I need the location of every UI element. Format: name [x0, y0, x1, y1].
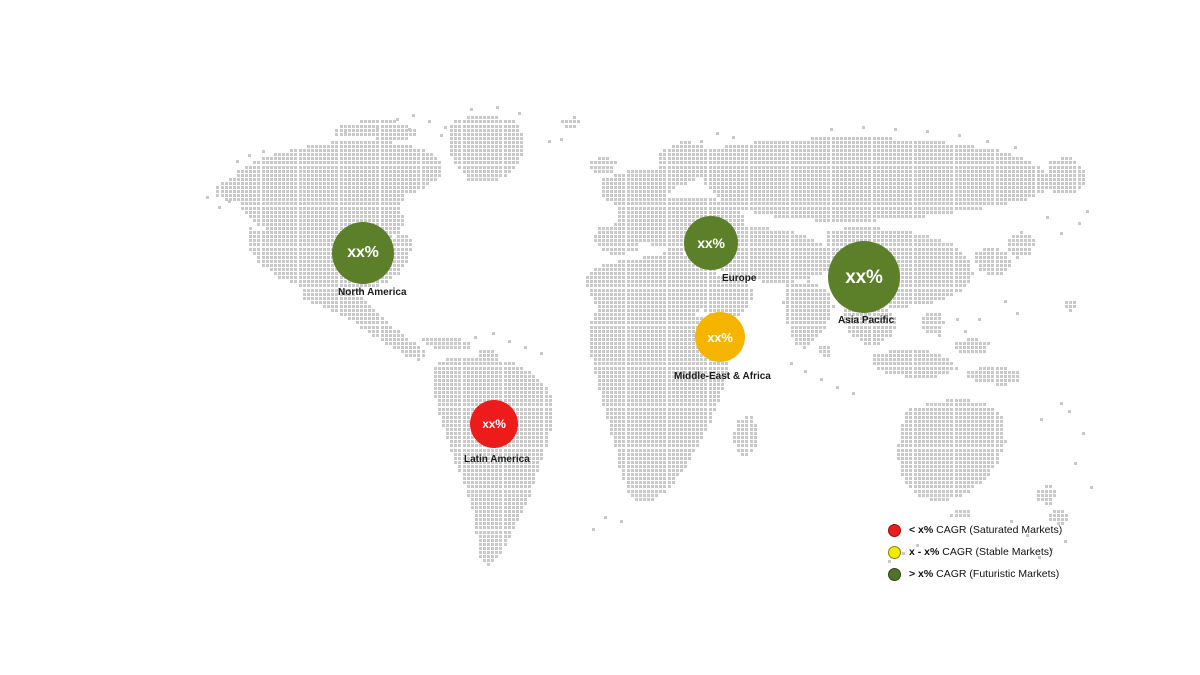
legend-stable-description: CAGR (Stable Markets): [939, 545, 1053, 558]
region-label-north-america: North America: [338, 287, 407, 298]
region-label-asia-pacific: Asia Pacific: [838, 315, 895, 326]
legend: < x% CAGR (Saturated Markets) x - x% CAGR…: [888, 519, 1118, 585]
legend-futuristic-threshold: > x%: [909, 567, 934, 580]
region-value-asia-pacific: xx%: [845, 266, 883, 288]
legend-stable[interactable]: x - x% CAGR (Stable Markets): [888, 541, 1118, 563]
region-label-europe: Europe: [722, 273, 757, 284]
region-bubble-europe[interactable]: xx%: [684, 216, 738, 270]
legend-saturated-description: CAGR (Saturated Markets): [933, 523, 1063, 536]
region-bubble-middle-east-africa[interactable]: xx%: [695, 312, 745, 362]
region-value-latin-america: xx%: [482, 417, 506, 431]
legend-futuristic-label: > x% CAGR (Futuristic Markets): [909, 569, 1059, 580]
region-value-europe: xx%: [697, 235, 725, 251]
region-value-north-america: xx%: [347, 244, 379, 261]
region-bubble-asia-pacific[interactable]: xx%: [828, 241, 900, 313]
legend-futuristic-dot-icon: [888, 567, 901, 581]
legend-futuristic[interactable]: > x% CAGR (Futuristic Markets): [888, 563, 1118, 585]
legend-stable-dot-icon: [888, 545, 901, 559]
legend-saturated-dot-icon: [888, 523, 901, 537]
region-label-latin-america: Latin America: [464, 454, 530, 465]
legend-stable-label: x - x% CAGR (Stable Markets): [909, 547, 1053, 558]
region-bubble-north-america[interactable]: xx%: [332, 222, 394, 284]
legend-saturated-label: < x% CAGR (Saturated Markets): [909, 525, 1062, 536]
legend-stable-threshold: x - x%: [909, 545, 940, 558]
region-bubble-latin-america[interactable]: xx%: [470, 400, 518, 448]
region-label-middle-east-africa: Middle-East & Africa: [674, 371, 771, 382]
region-value-middle-east-africa: xx%: [707, 329, 733, 345]
legend-saturated-threshold: < x%: [909, 523, 934, 536]
legend-saturated[interactable]: < x% CAGR (Saturated Markets): [888, 519, 1118, 541]
legend-futuristic-description: CAGR (Futuristic Markets): [933, 567, 1060, 580]
